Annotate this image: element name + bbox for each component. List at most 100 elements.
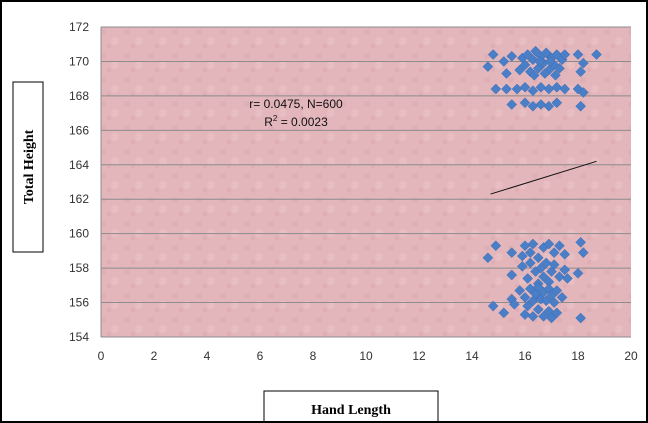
data-point [482, 61, 494, 72]
data-point [527, 310, 539, 322]
y-axis-title-box [12, 81, 44, 253]
data-point [562, 273, 573, 284]
data-point [548, 247, 560, 258]
data-point [522, 273, 534, 284]
data-point [532, 304, 544, 315]
data-point [534, 56, 545, 67]
data-point [535, 262, 547, 274]
data-point [514, 64, 526, 76]
data-point [539, 68, 551, 79]
data-point [554, 240, 565, 252]
annotation-r-squared: R2 = 0.0023 [264, 114, 328, 129]
data-point [524, 257, 536, 269]
data-point [522, 49, 534, 60]
data-point [577, 87, 589, 98]
data-point [543, 100, 555, 112]
x-tick-label: 14 [465, 349, 479, 363]
data-point [532, 281, 544, 293]
data-point [548, 259, 560, 271]
data-point [538, 271, 549, 283]
data-point [535, 99, 547, 110]
data-point [575, 100, 587, 112]
x-tick-label: 12 [412, 349, 426, 363]
data-point [575, 312, 587, 324]
data-point [519, 309, 531, 320]
data-point [551, 307, 563, 319]
data-point [554, 271, 565, 283]
y-tick-label: 166 [69, 123, 89, 137]
data-point [551, 285, 563, 296]
data-point [487, 300, 499, 312]
data-point [519, 97, 531, 109]
data-point [591, 49, 602, 60]
data-point [551, 49, 563, 60]
data-point [509, 298, 520, 310]
y-tick-label: 170 [69, 54, 89, 68]
x-tick-label: 4 [204, 349, 211, 363]
data-point [535, 81, 547, 93]
data-point [546, 312, 557, 324]
data-point [575, 236, 587, 248]
data-point [519, 81, 531, 93]
y-tick-label: 154 [69, 330, 89, 344]
trendline [490, 160, 597, 195]
data-point [532, 252, 544, 264]
data-point [498, 307, 510, 319]
x-tick-label: 0 [98, 349, 105, 363]
data-point [551, 81, 563, 93]
data-point [527, 85, 539, 97]
y-tick-label: 160 [69, 227, 89, 241]
data-point [540, 295, 552, 307]
data-point [554, 62, 565, 74]
data-point [501, 68, 512, 79]
data-point [559, 49, 571, 60]
y-tick-label: 172 [69, 20, 89, 34]
data-point [575, 66, 587, 78]
data-point [540, 257, 552, 269]
y-tick-label: 156 [69, 296, 89, 310]
data-point [490, 83, 502, 95]
y-tick-labels: 154 156 158 160 162 164 166 168 170 172 [69, 20, 89, 344]
y-tick-label: 162 [69, 192, 89, 206]
data-point [577, 247, 589, 258]
data-point [528, 69, 540, 81]
x-tick-label: 16 [518, 349, 532, 363]
data-point [514, 285, 526, 296]
data-point [577, 57, 589, 69]
data-point [540, 47, 552, 59]
data-point [501, 83, 512, 95]
data-point [506, 269, 518, 281]
data-point [506, 50, 518, 62]
annotation-correlation: r= 0.0475, N=600 [249, 97, 343, 111]
data-point [519, 292, 531, 303]
x-tick-label: 6 [257, 349, 264, 363]
data-point [498, 56, 510, 67]
data-point [559, 264, 571, 276]
data-point [482, 252, 494, 264]
y-axis-title: Total Height [22, 129, 37, 204]
data-point [516, 261, 528, 272]
data-points [482, 45, 602, 324]
data-point [550, 69, 561, 81]
x-tick-label: 20 [624, 349, 638, 363]
x-tick-labels: 0 2 4 6 8 10 12 14 16 18 20 [98, 349, 638, 363]
plot-area-background [101, 27, 631, 337]
x-axis-title: Hand Length [311, 403, 391, 418]
data-point [544, 56, 556, 67]
x-tick-label: 2 [151, 349, 158, 363]
x-tick-label: 8 [310, 349, 317, 363]
x-tick-label: 10 [359, 349, 373, 363]
y-tick-label: 158 [69, 261, 89, 275]
data-point [572, 49, 584, 60]
data-point [551, 97, 563, 109]
x-axis-title-box [263, 390, 439, 421]
data-point [532, 62, 544, 74]
data-point [548, 297, 560, 308]
data-point [538, 310, 549, 322]
y-tick-label: 164 [69, 158, 89, 172]
y-tick-label: 168 [69, 89, 89, 103]
x-tick-label: 18 [571, 349, 585, 363]
data-point [559, 83, 571, 95]
